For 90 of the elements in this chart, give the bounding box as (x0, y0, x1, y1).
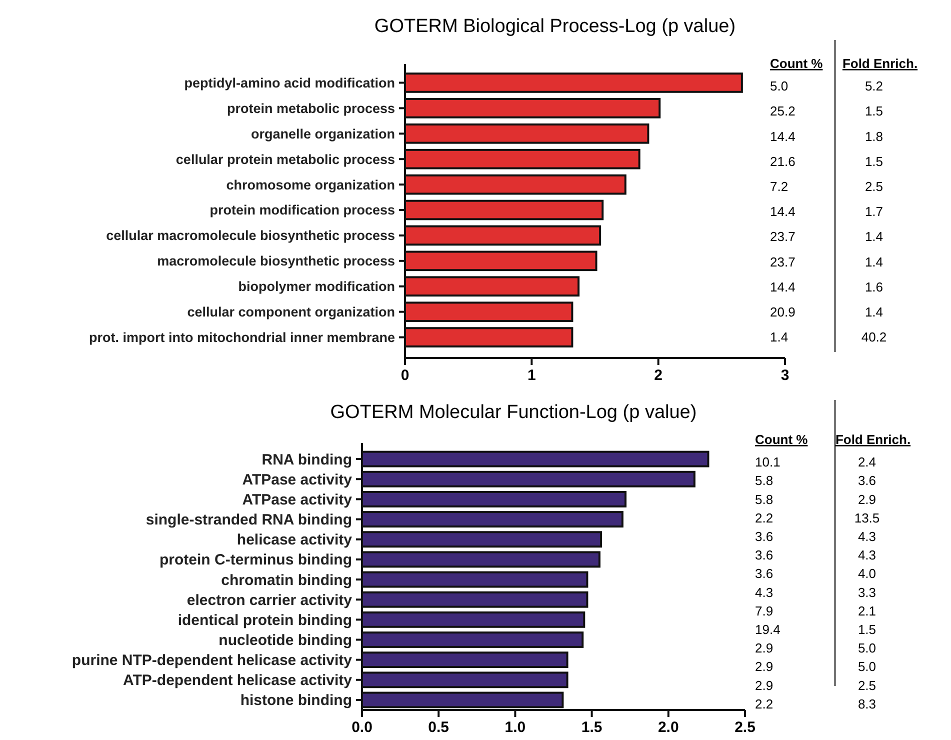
y-tick-label: RNA binding (262, 451, 352, 468)
text: 2.5 (858, 678, 876, 693)
chart-title: GOTERM Biological Process-Log (p value) (374, 16, 736, 37)
y-tick-label: organelle organization (250, 126, 395, 142)
x-tick-label: 2.0 (658, 719, 679, 736)
text: 3.6 (755, 548, 774, 563)
text: 7.9 (755, 603, 774, 618)
text: 19.4 (755, 622, 780, 637)
annotation: Count % (770, 56, 824, 71)
y-tick-label: peptidyl-amino acid modification (184, 75, 395, 90)
text: 1.4 (864, 254, 884, 270)
text: 4.0 (858, 566, 876, 582)
y-tick-label: protein modification process (210, 202, 395, 218)
y-tick-label: nucleotide binding (218, 632, 352, 649)
annotation: 21.6 (770, 154, 796, 169)
annotation: 25.2 (770, 104, 796, 119)
y-tick-label: single-stranded RNA binding (146, 512, 352, 529)
text: 1.5 (864, 154, 884, 169)
text: 2.9 (755, 640, 774, 656)
text: 2.2 (755, 510, 774, 526)
x-tick-label: 1 (527, 367, 536, 384)
text: 5.8 (755, 473, 774, 488)
y-tick-label: chromosome organization (226, 177, 395, 192)
y-tick-label: ATPase activity (242, 491, 353, 508)
annotation: 1.4 (770, 330, 788, 345)
annotation: 14.4 (770, 204, 796, 220)
text: 2.9 (858, 492, 876, 507)
text: 5.2 (864, 78, 884, 94)
text: 1.4 (864, 229, 884, 244)
y-tick-label: identical protein binding (178, 612, 352, 629)
text: 5.0 (858, 659, 876, 674)
y-tick-label: helicase activity (236, 532, 353, 549)
text: 1.6 (864, 279, 884, 294)
y-tick-label: biopolymer modification (238, 279, 395, 294)
y-tick-label: cellular macromolecule biosynthetic process (106, 228, 395, 244)
y-tick-label: protein metabolic process (226, 100, 395, 116)
annotation: 20.9 (770, 304, 796, 320)
text: 1.5 (864, 104, 884, 119)
annotation: 14.4 (770, 279, 796, 294)
annotation: 23.7 (770, 254, 796, 270)
y-tick-label: protein C-terminus binding (160, 552, 352, 569)
annotation: 7.2 (770, 178, 788, 194)
text: 2.2 (755, 696, 774, 712)
text: Fold Enrich. (835, 432, 911, 447)
y-tick-label: purine NTP-dependent helicase activity (72, 652, 353, 670)
text: 10.1 (755, 454, 780, 470)
text: 5.0 (858, 640, 876, 656)
text: 1.7 (864, 204, 884, 220)
y-tick-label: cellular component organization (187, 304, 395, 320)
y-tick-label: ATP-dependent helicase activity (123, 672, 353, 690)
annotation: 23.7 (770, 229, 796, 244)
text: 13.5 (854, 510, 880, 526)
y-tick-label: cellular protein metabolic process (176, 152, 395, 167)
text: Count % (755, 432, 808, 447)
text: 40.2 (861, 330, 887, 345)
x-tick-label: 2.5 (734, 719, 756, 736)
x-tick-label: 1.5 (581, 719, 602, 736)
text: 4.3 (755, 584, 774, 600)
text: 3.6 (755, 528, 774, 544)
text: 2.4 (858, 454, 876, 470)
x-tick-label: 1.0 (504, 719, 526, 736)
text: 2.1 (858, 603, 876, 618)
annotation: 5.0 (770, 78, 788, 94)
y-tick-label: chromatin binding (221, 572, 352, 589)
text: 1.5 (858, 622, 876, 637)
x-tick-label: 3 (780, 367, 790, 384)
text: 3.6 (755, 566, 774, 582)
x-tick-label: 2 (654, 367, 663, 384)
text: 2.9 (755, 678, 774, 693)
annotation: 14.4 (770, 128, 796, 144)
text: 2.9 (755, 659, 774, 674)
chart-title: GOTERM Molecular Function-Log (p value) (330, 402, 697, 423)
y-tick-label: electron carrier activity (186, 592, 353, 609)
text: 4.3 (858, 528, 876, 544)
text: 3.6 (858, 473, 876, 488)
y-tick-label: macromolecule biosynthetic process (157, 254, 395, 269)
x-tick-label: 0.0 (352, 719, 372, 736)
text: 1.4 (864, 304, 884, 320)
x-tick-label: 0 (400, 367, 410, 384)
text: 5.8 (755, 492, 774, 507)
x-tick-label: 0.5 (428, 719, 450, 736)
text: 3.3 (858, 584, 876, 600)
text: 8.3 (858, 696, 876, 712)
y-tick-label: prot. import into mitochondrial inner membrane (88, 330, 396, 345)
text: 4.3 (858, 548, 876, 563)
text: Fold Enrich. (842, 56, 918, 71)
y-tick-label: histone binding (240, 692, 352, 710)
text: 2.5 (864, 178, 884, 194)
text: 1.8 (864, 128, 884, 144)
y-tick-label: ATPase activity (242, 471, 353, 488)
